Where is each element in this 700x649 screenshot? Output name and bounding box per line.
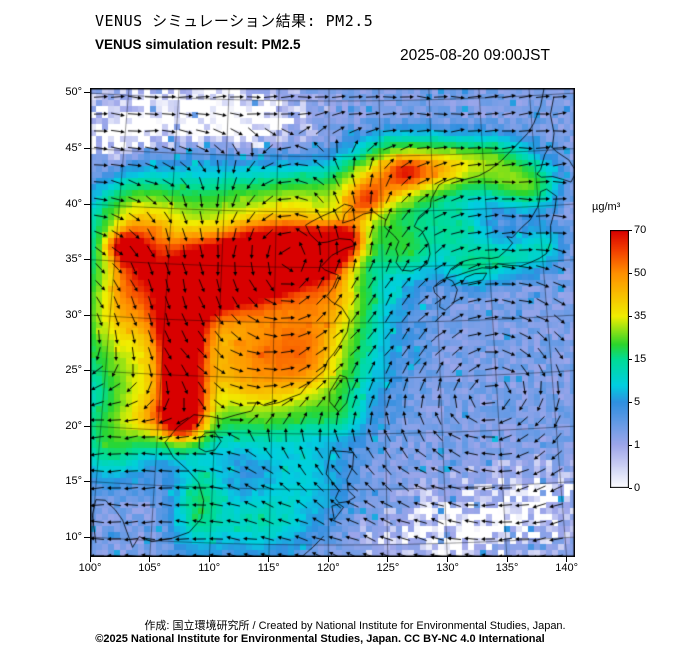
colorbar-tick [629,315,632,317]
page-title-english: VENUS simulation result: PM2.5 [95,37,301,52]
lon-tick [89,557,91,562]
lon-tick-label: 120° [316,562,340,574]
colorbar-tick [629,444,632,446]
lon-tick-label: 125° [376,562,400,574]
lat-tick [84,425,90,427]
colorbar-tick-label: 70 [634,223,647,236]
colorbar-tick-label: 1 [634,438,641,451]
lon-tick-label: 130° [436,562,459,574]
lat-tick-label: 35° [65,253,82,265]
lon-tick [506,557,508,562]
lon-tick-label: 140° [555,562,579,574]
lon-tick [208,557,210,562]
credit-line: 作成: 国立環境研究所 / Created by National Instit… [144,620,566,632]
lon-tick-label: 135° [495,562,519,574]
map-canvas [90,88,575,557]
colorbar-tick-label: 50 [634,266,647,279]
lat-tick-label: 15° [65,475,82,488]
lat-tick-label: 30° [65,308,82,321]
colorbar-tick [629,358,632,360]
lon-tick [387,557,389,562]
lat-tick-label: 20° [65,419,82,432]
lon-tick [446,557,448,562]
colorbar-unit-label: µg/m³ [592,201,621,213]
lat-tick [84,536,90,538]
colorbar-tick-label: 5 [634,395,641,408]
lon-tick-label: 110° [198,562,221,574]
lat-tick [84,147,90,149]
lon-tick [327,557,329,562]
lat-tick [84,370,90,371]
lat-tick [84,259,90,260]
colorbar-tick [629,487,632,489]
lon-tick [566,557,568,562]
lat-tick-label: 50° [65,86,82,99]
colorbar-tick-label: 15 [634,352,647,365]
datetime-label: 2025-08-20 09:00JST [400,47,550,64]
lon-tick-label: 115° [257,562,280,574]
colorbar-tick [629,272,632,274]
lon-tick [149,557,151,562]
lat-tick-label: 10° [65,530,82,543]
lat-tick [84,203,90,205]
colorbar-tick-label: 35 [634,309,647,322]
colorbar-tick-label: 0 [634,481,641,494]
lat-tick-label: 25° [65,364,82,376]
lat-tick-label: 45° [65,141,82,154]
lat-tick [84,314,90,316]
lat-tick-label: 40° [65,197,82,210]
page-title-japanese: VENUS シミュレーション結果: PM2.5 [95,12,374,30]
lon-tick-label: 100° [78,562,102,574]
lon-tick-label: 105° [138,562,161,574]
colorbar-gradient [610,230,629,488]
lon-tick [268,557,270,562]
lat-tick [84,481,90,483]
lat-tick [84,92,90,94]
license-line: ©2025 National Institute for Environment… [95,633,545,645]
colorbar-tick [629,229,632,231]
colorbar-tick [629,401,632,403]
